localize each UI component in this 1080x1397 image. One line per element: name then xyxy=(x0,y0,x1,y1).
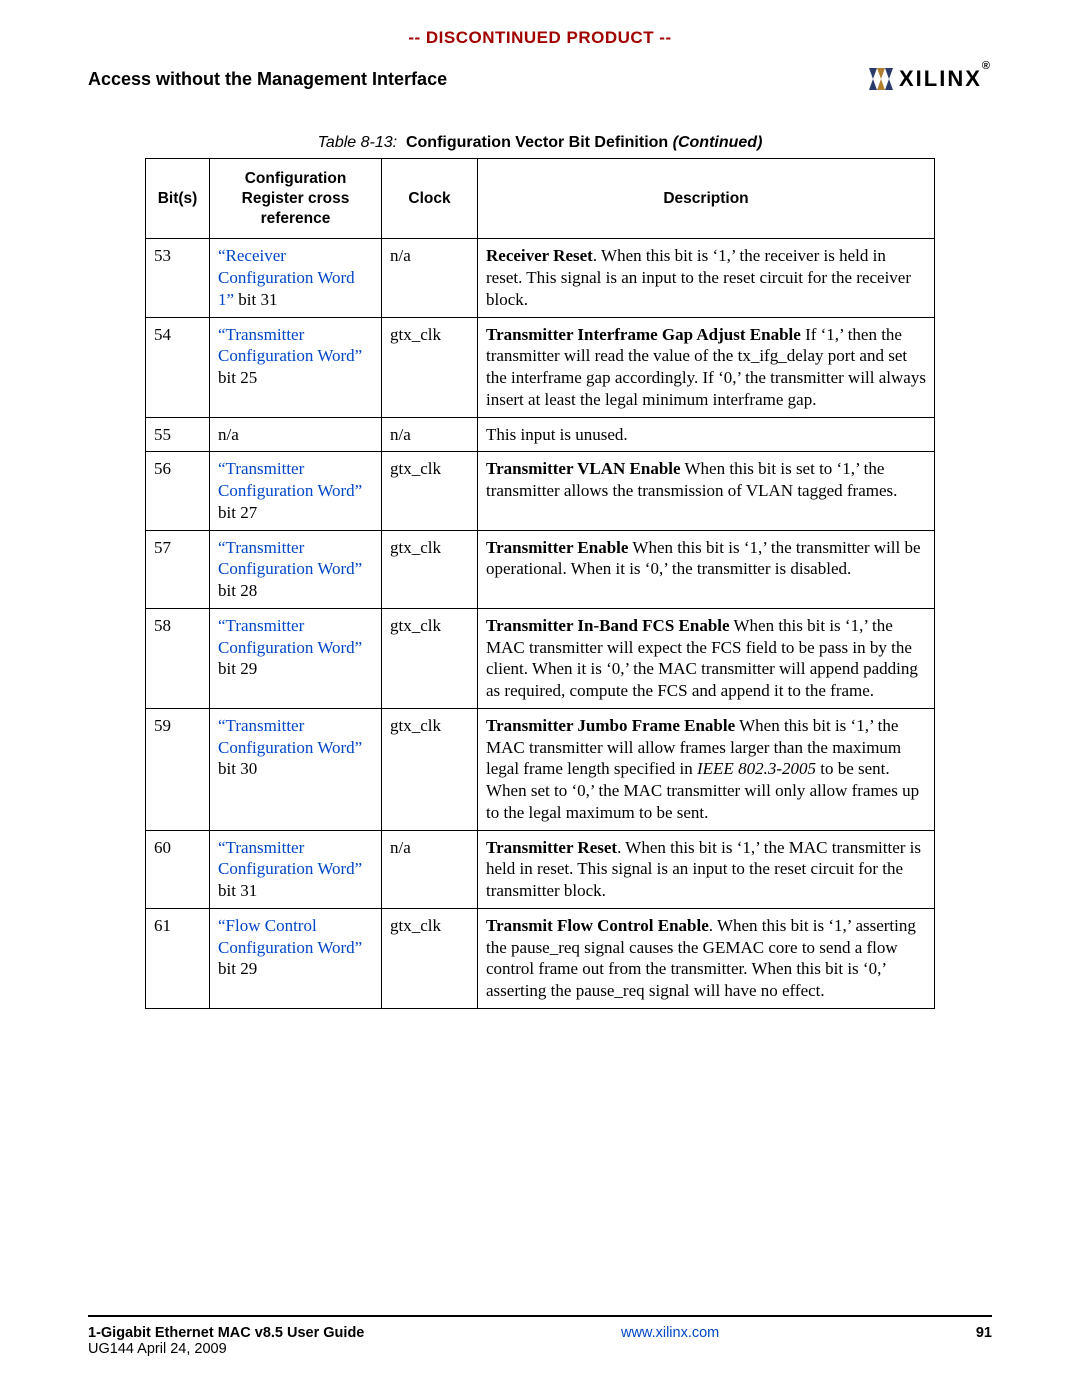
cell-clock: gtx_clk xyxy=(382,530,478,608)
cell-description: Transmitter In-Band FCS Enable When this… xyxy=(478,608,935,708)
cell-clock: n/a xyxy=(382,830,478,908)
cell-bit: 59 xyxy=(146,708,210,830)
xilinx-logo: XILINX® xyxy=(867,66,992,92)
col-bits: Bit(s) xyxy=(146,159,210,239)
cell-clock: gtx_clk xyxy=(382,908,478,1008)
cell-register-ref: “Transmitter Configuration Word” bit 27 xyxy=(210,452,382,530)
discontinued-banner: -- DISCONTINUED PRODUCT -- xyxy=(0,0,1080,48)
cell-clock: gtx_clk xyxy=(382,708,478,830)
cell-clock: gtx_clk xyxy=(382,452,478,530)
table-caption: Table 8-13: Configuration Vector Bit Def… xyxy=(0,134,1080,152)
page-header: Access without the Management Interface … xyxy=(0,48,1080,92)
col-description: Description xyxy=(478,159,935,239)
cell-clock: n/a xyxy=(382,239,478,317)
cell-bit: 56 xyxy=(146,452,210,530)
xilinx-logo-icon xyxy=(867,66,895,92)
cell-register-ref: “Transmitter Configuration Word” bit 25 xyxy=(210,317,382,417)
cell-bit: 57 xyxy=(146,530,210,608)
footer-rule xyxy=(88,1315,992,1317)
table-row: 57“Transmitter Configuration Word” bit 2… xyxy=(146,530,935,608)
register-link[interactable]: “Transmitter Configuration Word” xyxy=(218,838,362,879)
register-link[interactable]: “Transmitter Configuration Word” xyxy=(218,325,362,366)
footer-url[interactable]: www.xilinx.com xyxy=(364,1325,975,1341)
footer-page-number: 91 xyxy=(976,1325,992,1341)
cell-clock: n/a xyxy=(382,417,478,452)
cell-description: This input is unused. xyxy=(478,417,935,452)
section-title: Access without the Management Interface xyxy=(88,69,447,90)
cell-register-ref: “Transmitter Configuration Word” bit 28 xyxy=(210,530,382,608)
page-footer: 1-Gigabit Ethernet MAC v8.5 User Guide U… xyxy=(88,1325,992,1357)
cell-description: Transmitter VLAN Enable When this bit is… xyxy=(478,452,935,530)
cell-clock: gtx_clk xyxy=(382,317,478,417)
footer-left: 1-Gigabit Ethernet MAC v8.5 User Guide U… xyxy=(88,1325,364,1357)
cell-bit: 54 xyxy=(146,317,210,417)
table-row: 53“Receiver Configuration Word 1” bit 31… xyxy=(146,239,935,317)
table-row: 61“Flow Control Configuration Word” bit … xyxy=(146,908,935,1008)
table-row: 55n/an/aThis input is unused. xyxy=(146,417,935,452)
register-link[interactable]: “Transmitter Configuration Word” xyxy=(218,459,362,500)
cell-description: Transmit Flow Control Enable. When this … xyxy=(478,908,935,1008)
cell-register-ref: “Transmitter Configuration Word” bit 31 xyxy=(210,830,382,908)
config-vector-table: Bit(s) Configuration Register cross refe… xyxy=(145,158,935,1009)
cell-bit: 61 xyxy=(146,908,210,1008)
col-register: Configuration Register cross reference xyxy=(210,159,382,239)
cell-bit: 55 xyxy=(146,417,210,452)
cell-description: Transmitter Enable When this bit is ‘1,’… xyxy=(478,530,935,608)
table-header-row: Bit(s) Configuration Register cross refe… xyxy=(146,159,935,239)
cell-register-ref: “Flow Control Configuration Word” bit 29 xyxy=(210,908,382,1008)
register-link[interactable]: “Flow Control Configuration Word” xyxy=(218,916,362,957)
xilinx-logo-text: XILINX® xyxy=(899,66,992,92)
cell-register-ref: “Transmitter Configuration Word” bit 29 xyxy=(210,608,382,708)
table-row: 59“Transmitter Configuration Word” bit 3… xyxy=(146,708,935,830)
cell-description: Transmitter Interframe Gap Adjust Enable… xyxy=(478,317,935,417)
register-link[interactable]: “Transmitter Configuration Word” xyxy=(218,616,362,657)
table-row: 58“Transmitter Configuration Word” bit 2… xyxy=(146,608,935,708)
cell-bit: 58 xyxy=(146,608,210,708)
cell-description: Transmitter Jumbo Frame Enable When this… xyxy=(478,708,935,830)
table-row: 54“Transmitter Configuration Word” bit 2… xyxy=(146,317,935,417)
cell-clock: gtx_clk xyxy=(382,608,478,708)
cell-register-ref: “Transmitter Configuration Word” bit 30 xyxy=(210,708,382,830)
cell-bit: 60 xyxy=(146,830,210,908)
cell-register-ref: “Receiver Configuration Word 1” bit 31 xyxy=(210,239,382,317)
register-link[interactable]: “Transmitter Configuration Word” xyxy=(218,716,362,757)
col-clock: Clock xyxy=(382,159,478,239)
cell-register-ref: n/a xyxy=(210,417,382,452)
table-row: 56“Transmitter Configuration Word” bit 2… xyxy=(146,452,935,530)
table-row: 60“Transmitter Configuration Word” bit 3… xyxy=(146,830,935,908)
cell-description: Receiver Reset. When this bit is ‘1,’ th… xyxy=(478,239,935,317)
cell-description: Transmitter Reset. When this bit is ‘1,’… xyxy=(478,830,935,908)
cell-bit: 53 xyxy=(146,239,210,317)
register-link[interactable]: “Transmitter Configuration Word” xyxy=(218,538,362,579)
